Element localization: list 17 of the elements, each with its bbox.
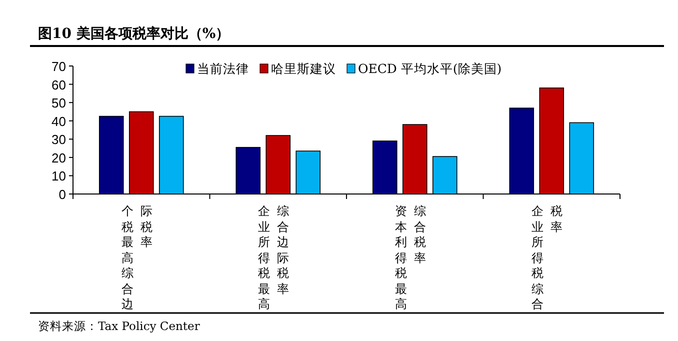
category-label: 企业所得税综合税率 xyxy=(532,204,563,311)
y-tick-label: 10 xyxy=(52,168,66,184)
y-tick-label: 40 xyxy=(52,114,66,129)
legend-label: 当前法律 xyxy=(197,61,249,76)
text: 资料来源：Tax Policy Center xyxy=(38,319,200,333)
category-label: 企业所得税最高综合边际税率 xyxy=(258,204,290,311)
y-tick-label: 60 xyxy=(52,77,66,92)
category-label: 个税最高综合边际税率 xyxy=(121,204,152,311)
category-label: 资本利得税最高综合税率 xyxy=(394,204,426,311)
y-tick-label: 70 xyxy=(52,59,66,74)
y-tick-label: 20 xyxy=(52,150,66,166)
chart-title: 图10 美国各项税率对比（%） xyxy=(38,25,230,42)
legend-label: 哈里斯建议 xyxy=(271,61,336,76)
y-tick-label: 50 xyxy=(52,96,66,111)
y-tick-label: 30 xyxy=(52,132,66,148)
legend-label: OECD 平均水平(除美国) xyxy=(358,61,502,76)
y-tick-label: 0 xyxy=(58,187,66,202)
